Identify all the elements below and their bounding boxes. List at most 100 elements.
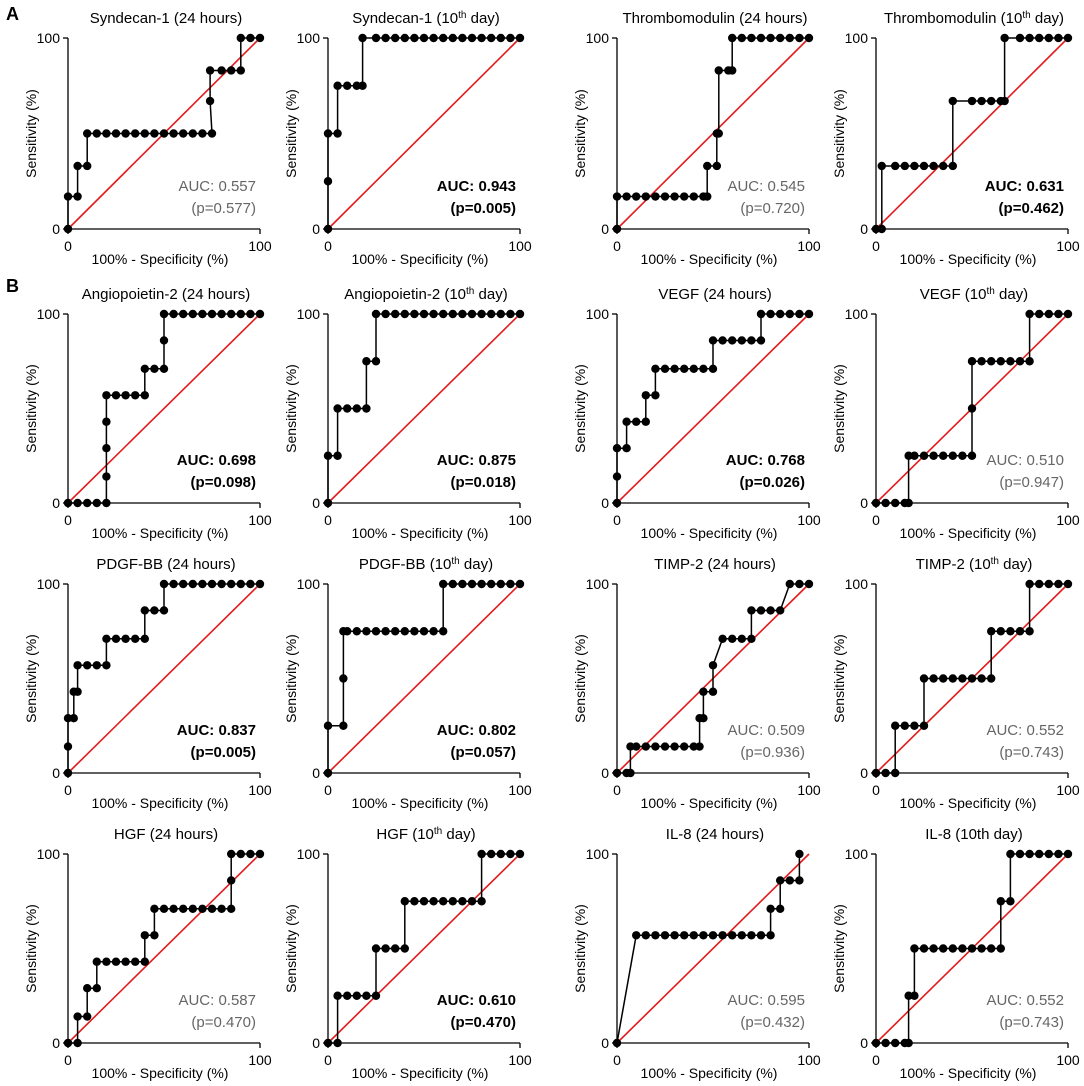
x-tick-label: 0 (872, 238, 880, 254)
p-value: (p=0.470) (191, 1014, 256, 1031)
roc-point (766, 606, 775, 615)
roc-point (714, 129, 723, 138)
roc-point (948, 674, 957, 683)
x-tick-label: 0 (872, 782, 880, 798)
roc-point (1025, 357, 1034, 366)
roc-point (1015, 627, 1025, 636)
roc-point (343, 404, 352, 413)
roc-point (179, 579, 188, 589)
roc-point (776, 904, 785, 914)
y-axis-label: Sensitivity (%) (283, 634, 299, 723)
roc-point (718, 634, 727, 644)
x-axis-label: 100% - Specificity (%) (900, 251, 1037, 267)
p-value: (p=0.470) (451, 1014, 516, 1031)
roc-point (207, 129, 217, 138)
roc-point (333, 129, 342, 138)
roc-point (1054, 309, 1063, 319)
reference-line (616, 853, 810, 1044)
p-value: (p=0.720) (740, 200, 805, 217)
reference-line (616, 313, 810, 504)
roc-point (448, 33, 457, 43)
roc-point (641, 391, 650, 400)
roc-chart-1: Syndecan-1 (24 hours) 100 00 100 100% - Spec… (23, 10, 272, 267)
roc-point (63, 1038, 73, 1048)
roc-point (1025, 849, 1034, 859)
roc-chart-12: TIMP-2 (10th day) 100 00 100 100% - Specific… (831, 556, 1080, 811)
x-tick-label: 100 (248, 512, 272, 528)
roc-point (891, 161, 900, 171)
roc-point (871, 224, 881, 234)
roc-point (795, 33, 804, 43)
roc-point (188, 904, 197, 914)
x-tick-label: 100 (1056, 1052, 1080, 1068)
roc-point (477, 33, 486, 43)
roc-point (429, 897, 438, 906)
x-tick-label: 0 (872, 1052, 880, 1068)
roc-point (1054, 579, 1063, 589)
roc-point (121, 957, 130, 966)
roc-point (651, 364, 660, 374)
roc-point (670, 742, 679, 751)
roc-point (150, 129, 159, 138)
roc-point (708, 931, 718, 940)
roc-point (680, 192, 689, 201)
roc-point (140, 364, 149, 374)
roc-point (996, 944, 1005, 953)
chart-title: IL-8 (24 hours) (666, 826, 764, 843)
y-axis-label: Sensitivity (%) (831, 89, 847, 178)
y-tick-label: 0 (312, 765, 320, 781)
auc-value: AUC: 0.509 (727, 722, 805, 739)
roc-point (612, 192, 622, 201)
roc-point (1015, 849, 1025, 859)
roc-point (689, 931, 698, 940)
y-axis-label: Sensitivity (%) (23, 634, 39, 723)
roc-chart-7: VEGF (24 hours) 100 00 100 100% - Specificit… (572, 286, 821, 541)
roc-point (660, 742, 670, 751)
roc-point (73, 661, 82, 670)
roc-point (477, 309, 486, 319)
roc-point (429, 627, 438, 636)
auc-value: AUC: 0.837 (177, 722, 256, 739)
y-tick-label: 100 (37, 306, 61, 322)
x-tick-label: 100 (248, 1052, 272, 1068)
roc-point (756, 606, 766, 615)
roc-point (1025, 579, 1034, 589)
y-tick-label: 0 (52, 495, 60, 511)
roc-point (977, 674, 986, 683)
roc-point (939, 161, 948, 171)
roc-point (622, 417, 631, 426)
roc-point (660, 364, 670, 374)
x-tick-label: 0 (613, 238, 621, 254)
roc-point (699, 931, 708, 940)
roc-point (121, 391, 130, 400)
y-tick-label: 0 (312, 1035, 320, 1051)
reference-line (327, 853, 521, 1044)
roc-point (910, 944, 919, 953)
roc-point (159, 606, 169, 615)
x-axis-label: 100% - Specificity (%) (352, 525, 489, 541)
roc-point (179, 904, 188, 914)
roc-point (323, 498, 333, 508)
roc-point (948, 96, 957, 106)
roc-point (339, 721, 348, 730)
roc-point (419, 627, 429, 636)
p-value: (p=0.462) (999, 200, 1064, 217)
roc-point (881, 768, 890, 778)
roc-chart-16: IL-8 (10th day) 100 00 100 100% - Specificit… (831, 826, 1080, 1081)
roc-chart-5: Angiopoietin-2 (24 hours) 100 00 100 100% - … (23, 286, 272, 541)
roc-point (718, 336, 727, 345)
roc-point (1044, 33, 1054, 43)
y-tick-label: 100 (586, 576, 610, 592)
roc-point (179, 309, 188, 319)
roc-point (448, 579, 457, 589)
roc-point (169, 904, 178, 914)
roc-point (467, 33, 477, 43)
x-tick-label: 100 (248, 238, 272, 254)
roc-point (967, 96, 977, 106)
x-axis-label: 100% - Specificity (%) (641, 525, 778, 541)
roc-point (910, 161, 919, 171)
roc-point (83, 1012, 92, 1021)
roc-point (102, 634, 111, 644)
roc-point (958, 451, 967, 460)
chart-title: VEGF (24 hours) (658, 286, 771, 303)
